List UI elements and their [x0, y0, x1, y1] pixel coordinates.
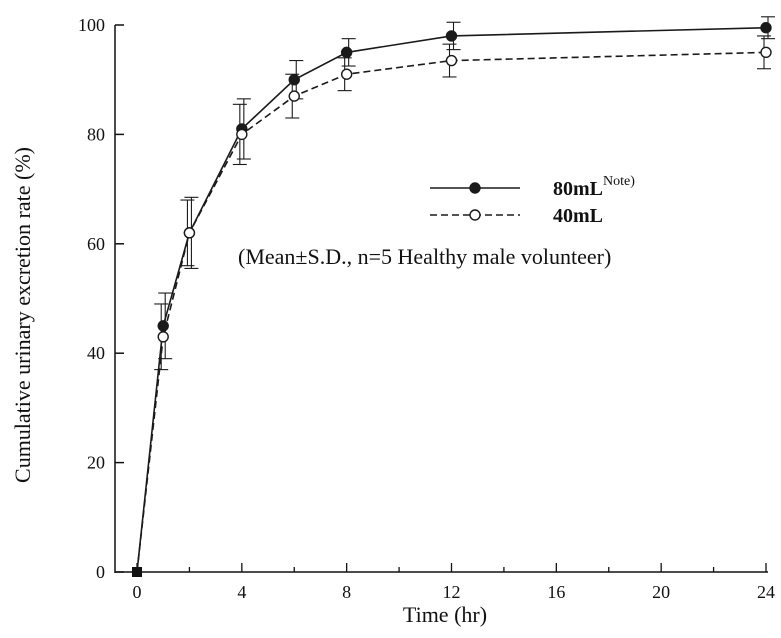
series-40ml	[132, 35, 772, 577]
axes	[114, 25, 768, 573]
x-tick-label: 4	[237, 582, 246, 602]
y-tick-label: 40	[87, 343, 105, 363]
ticks: 0 20 40 60 80 100 0 4 8 12 16 20 24	[78, 15, 775, 602]
series-80ml	[132, 16, 775, 577]
series-line-80ml	[136, 26, 767, 573]
legend-label-80ml: 80mLNote)	[553, 174, 635, 200]
x-tick-label: 20	[652, 582, 670, 602]
y-tick-label: 60	[87, 234, 105, 254]
data-point	[760, 46, 772, 59]
data-point	[157, 331, 169, 343]
series-layer	[132, 16, 775, 577]
x-tick-label: 8	[342, 582, 351, 602]
data-point	[340, 46, 353, 59]
data-point	[236, 128, 248, 141]
y-tick-label: 0	[96, 562, 105, 582]
chart-annotation: (Mean±S.D., n=5 Healthy male volunteer)	[238, 244, 611, 269]
x-tick-label: 12	[443, 582, 461, 602]
legend-marker-40ml	[469, 209, 481, 221]
legend: 80mLNote) 40mL	[430, 174, 635, 227]
y-axis-label: Cumulative urinary excretion rate (%)	[10, 147, 35, 483]
data-point	[340, 68, 353, 80]
data-point	[183, 227, 196, 239]
y-tick-label: 80	[87, 124, 105, 144]
y-tick-label: 100	[78, 15, 105, 35]
x-tick-label: 24	[757, 582, 775, 602]
data-point	[288, 73, 300, 86]
legend-label-text: 80mL	[553, 178, 603, 200]
data-point	[445, 30, 458, 42]
data-point	[288, 90, 300, 102]
legend-label-text: 40mL	[553, 205, 603, 227]
y-tick-label: 20	[87, 453, 105, 473]
data-point-origin	[132, 567, 142, 577]
series-line-40ml	[136, 51, 767, 573]
x-tick-label: 16	[547, 582, 565, 602]
x-tick-label: 0	[133, 582, 142, 602]
legend-superscript: Note)	[603, 174, 635, 189]
data-point	[445, 54, 458, 67]
legend-label-40ml: 40mL	[553, 205, 603, 227]
x-axis-label: Time (hr)	[403, 602, 487, 627]
legend-marker-80ml	[469, 182, 481, 194]
data-point	[760, 22, 772, 34]
